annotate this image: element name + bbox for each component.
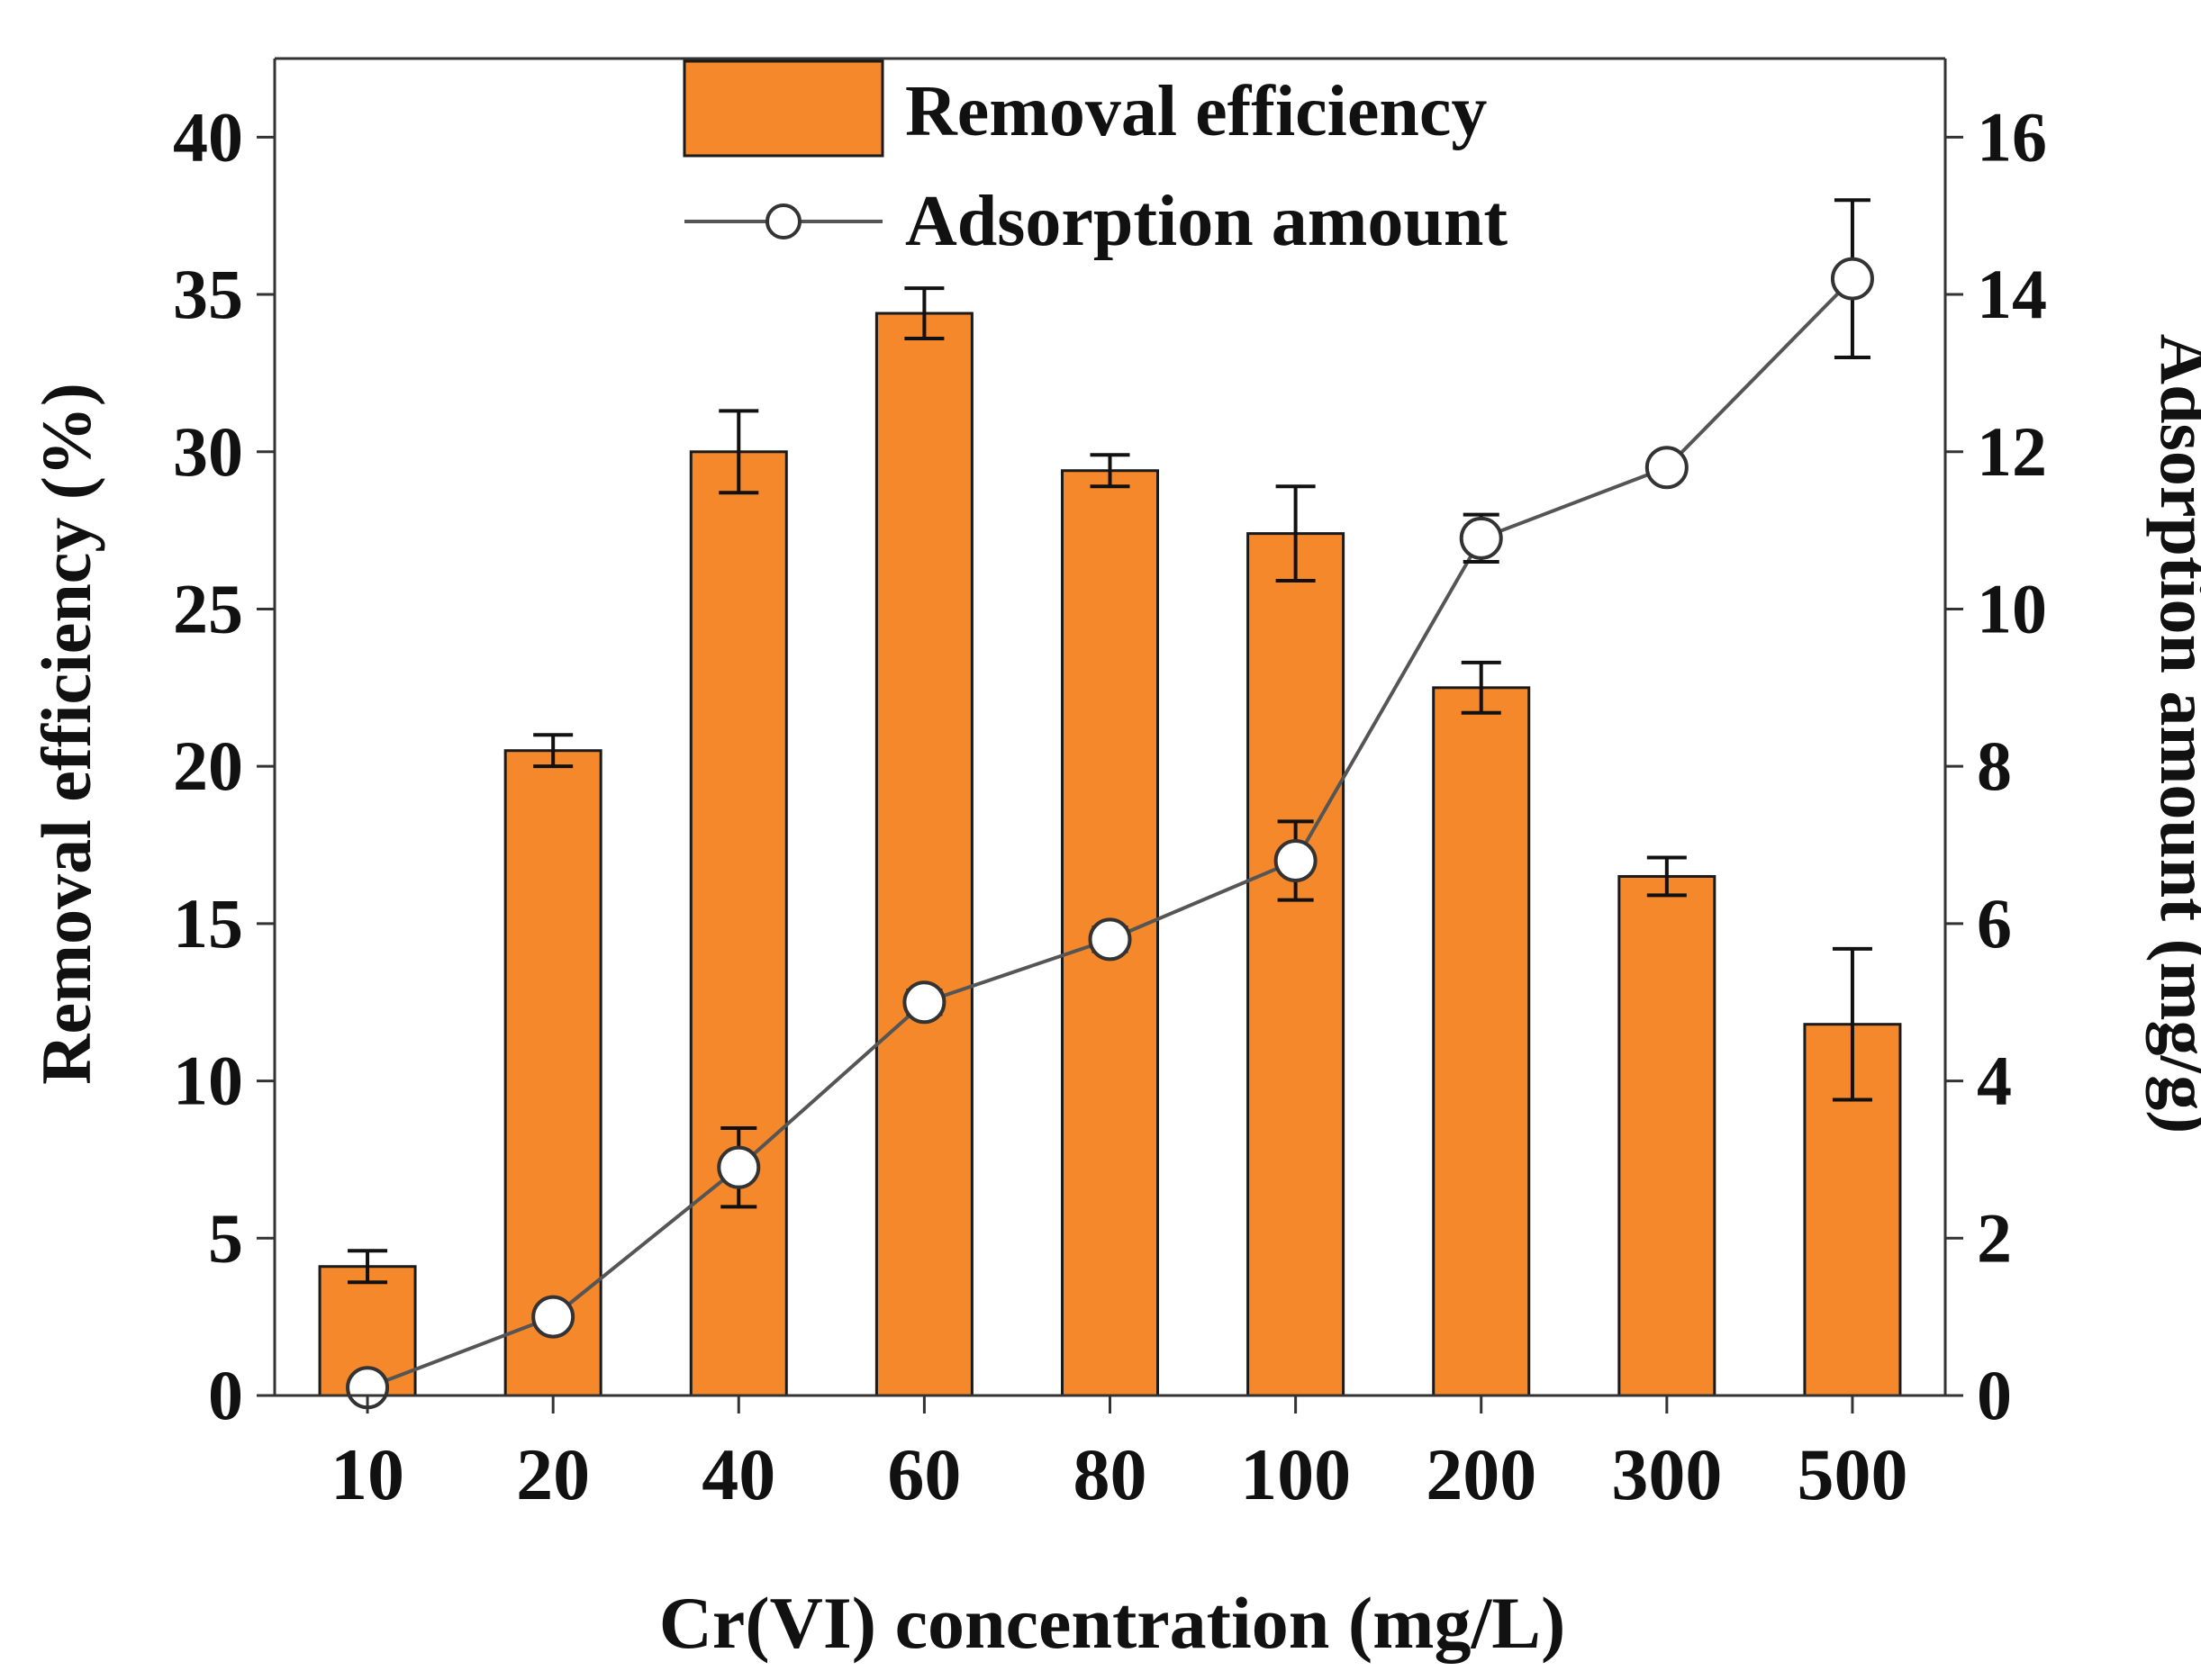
adsorption-point-40 (717, 1145, 761, 1189)
ticks-layer: 0 5 10 15 20 25 30 35 40 0 2 4 6 8 10 12 14 16 10 20 40 60 80 1… (173, 97, 2047, 1515)
y-tick-label-40: 40 (173, 97, 243, 176)
y-tick-label-25: 25 (173, 569, 243, 647)
y-axis-label: Removal efficiency (%) (27, 383, 105, 1085)
adsorption-point-20 (531, 1295, 575, 1339)
y2-tick-label-14: 14 (1977, 255, 2047, 333)
y2-tick-label-12: 12 (1977, 412, 2047, 491)
y-tick-label-20: 20 (173, 727, 243, 805)
x-tick-label-60: 60 (887, 1433, 961, 1515)
adsorption-point-300 (1644, 446, 1689, 490)
bars-layer (318, 286, 1902, 1397)
y2-tick-label-10: 10 (1977, 569, 2047, 647)
y-tick-label-10: 10 (173, 1042, 243, 1120)
bar-60 (874, 312, 974, 1397)
bar-300 (1617, 874, 1716, 1397)
adsorption-point-500 (1830, 257, 1874, 301)
adsorption-point-100 (1273, 839, 1318, 882)
y-tick-label-15: 15 (173, 884, 243, 962)
x-axis-label: Cr(VI) concentration (mg/L) (659, 1582, 1566, 1664)
legend-line-marker (765, 203, 802, 239)
x-tick-label-100: 100 (1240, 1433, 1351, 1515)
y2-tick-label-16: 16 (1977, 97, 2047, 176)
x-tick-label-300: 300 (1611, 1433, 1722, 1515)
adsorption-point-60 (902, 980, 947, 1025)
legend-line-label: Adsorption amount (905, 182, 1508, 261)
y2-tick-label-4: 4 (1977, 1042, 2012, 1120)
x-tick-label-80: 80 (1073, 1433, 1147, 1515)
y-tick-label-0: 0 (208, 1356, 243, 1434)
y2-tick-label-2: 2 (1977, 1198, 2012, 1277)
y2-tick-label-0: 0 (1977, 1356, 2012, 1434)
bar-100 (1246, 532, 1345, 1397)
y2-tick-label-6: 6 (1977, 884, 2012, 962)
y-tick-label-35: 35 (173, 255, 243, 333)
adsorption-point-80 (1088, 917, 1132, 962)
y-tick-label-30: 30 (173, 412, 243, 491)
bar-200 (1432, 686, 1531, 1397)
line-layer (346, 198, 1874, 1410)
x-tick-label-40: 40 (702, 1433, 775, 1515)
x-tick-label-10: 10 (331, 1433, 404, 1515)
x-tick-label-500: 500 (1797, 1433, 1907, 1515)
legend: Removal efficiency Adsorption amount (683, 59, 1508, 261)
adsorption-point-200 (1459, 516, 1503, 560)
y-tick-label-5: 5 (208, 1198, 243, 1277)
x-tick-label-20: 20 (516, 1433, 590, 1515)
y2-axis-label: Adsorption amount (mg/g) (2146, 334, 2201, 1134)
bar-40 (689, 450, 788, 1397)
y2-tick-label-8: 8 (1977, 727, 2012, 805)
legend-bar-swatch (683, 59, 884, 158)
x-tick-label-200: 200 (1426, 1433, 1536, 1515)
legend-bar-label: Removal efficiency (905, 72, 1487, 151)
